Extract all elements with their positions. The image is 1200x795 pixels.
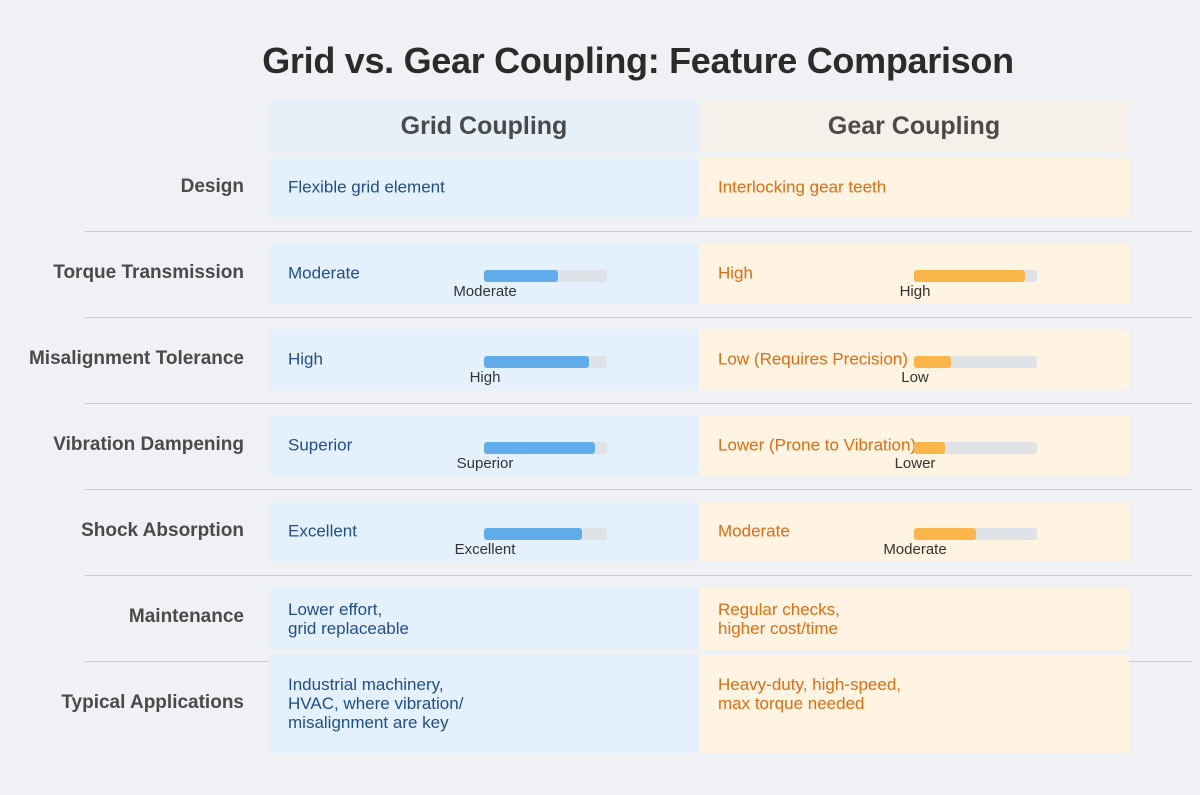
grid-rating-bar-fill bbox=[484, 356, 589, 368]
gear-value-text: High bbox=[718, 263, 753, 283]
gear-rating-bar bbox=[914, 528, 1037, 540]
grid-rating-caption: Superior bbox=[456, 455, 514, 472]
gear-value-text: Interlocking gear teeth bbox=[718, 177, 887, 197]
row-label: Maintenance bbox=[128, 606, 244, 627]
gear-rating-caption: Low bbox=[901, 369, 929, 386]
gear-rating-bar-fill bbox=[914, 442, 945, 454]
gear-cell: Moderate Moderate bbox=[699, 502, 1129, 562]
gear-rating-bar-fill bbox=[914, 528, 976, 540]
row-divider bbox=[85, 231, 1192, 232]
grid-cell: Excellent Excellent bbox=[269, 502, 699, 562]
gear-value-text: Regular checks, higher cost/time bbox=[718, 600, 840, 638]
row-label: Vibration Dampening bbox=[53, 434, 244, 455]
gear-rating-caption: High bbox=[899, 283, 931, 300]
grid-rating-caption: High bbox=[469, 369, 501, 386]
gear-value-text: Moderate bbox=[718, 521, 790, 541]
gear-cell: Heavy-duty, high-speed, max torque neede… bbox=[699, 655, 1129, 753]
grid-value-text: Superior bbox=[288, 435, 353, 455]
grid-value-text: High bbox=[288, 349, 323, 369]
column-header-grid-coupling: Grid Coupling bbox=[269, 100, 699, 152]
grid-rating-bar bbox=[484, 442, 607, 454]
gear-cell: Regular checks, higher cost/time bbox=[699, 588, 1129, 650]
row-divider bbox=[85, 489, 1192, 490]
grid-rating-bar bbox=[484, 528, 607, 540]
grid-cell: Lower effort, grid replaceable bbox=[269, 588, 699, 650]
gear-cell: Interlocking gear teeth bbox=[699, 158, 1129, 218]
gear-rating-caption: Lower bbox=[894, 455, 936, 472]
grid-cell: Flexible grid element bbox=[269, 158, 699, 218]
grid-cell: Superior Superior bbox=[269, 416, 699, 476]
gear-rating-caption: Moderate bbox=[883, 541, 947, 558]
row-divider bbox=[85, 317, 1192, 318]
row-label: Typical Applications bbox=[61, 692, 244, 713]
grid-rating-bar-fill bbox=[484, 442, 595, 454]
grid-cell: Moderate Moderate bbox=[269, 244, 699, 304]
gear-rating-bar-fill bbox=[914, 270, 1025, 282]
grid-value-text: Flexible grid element bbox=[288, 177, 445, 197]
gear-value-text: Heavy-duty, high-speed, max torque neede… bbox=[718, 675, 902, 713]
gear-rating-bar bbox=[914, 270, 1037, 282]
grid-rating-bar bbox=[484, 356, 607, 368]
grid-value-text: Lower effort, grid replaceable bbox=[288, 600, 409, 638]
column-header-gear-coupling: Gear Coupling bbox=[699, 100, 1129, 152]
row-label: Torque Transmission bbox=[53, 262, 244, 283]
gear-cell: Lower (Prone to Vibration) Lower bbox=[699, 416, 1129, 476]
grid-value-text: Moderate bbox=[288, 263, 360, 283]
gear-value-text: Low (Requires Precision) bbox=[718, 349, 908, 369]
grid-rating-bar-fill bbox=[484, 528, 583, 540]
gear-rating-bar bbox=[914, 442, 1037, 454]
grid-rating-caption: Moderate bbox=[453, 283, 517, 300]
grid-rating-caption: Excellent bbox=[454, 541, 516, 558]
grid-value-text: Excellent bbox=[288, 521, 357, 541]
gear-value-text: Lower (Prone to Vibration) bbox=[718, 435, 917, 455]
gear-rating-bar bbox=[914, 356, 1037, 368]
grid-rating-bar-fill bbox=[484, 270, 558, 282]
gear-cell: Low (Requires Precision) Low bbox=[699, 330, 1129, 390]
grid-cell: High High bbox=[269, 330, 699, 390]
row-label: Misalignment Tolerance bbox=[28, 348, 244, 369]
page-title: Grid vs. Gear Coupling: Feature Comparis… bbox=[262, 40, 1014, 81]
row-label: Shock Absorption bbox=[81, 520, 244, 541]
gear-rating-bar-fill bbox=[914, 356, 951, 368]
row-divider bbox=[85, 575, 1192, 576]
row-divider bbox=[85, 403, 1192, 404]
row-label: Design bbox=[180, 176, 244, 197]
grid-value-text: Industrial machinery, HVAC, where vibrat… bbox=[288, 675, 464, 732]
grid-rating-bar bbox=[484, 270, 607, 282]
grid-cell: Industrial machinery, HVAC, where vibrat… bbox=[269, 655, 699, 753]
gear-cell: High High bbox=[699, 244, 1129, 304]
